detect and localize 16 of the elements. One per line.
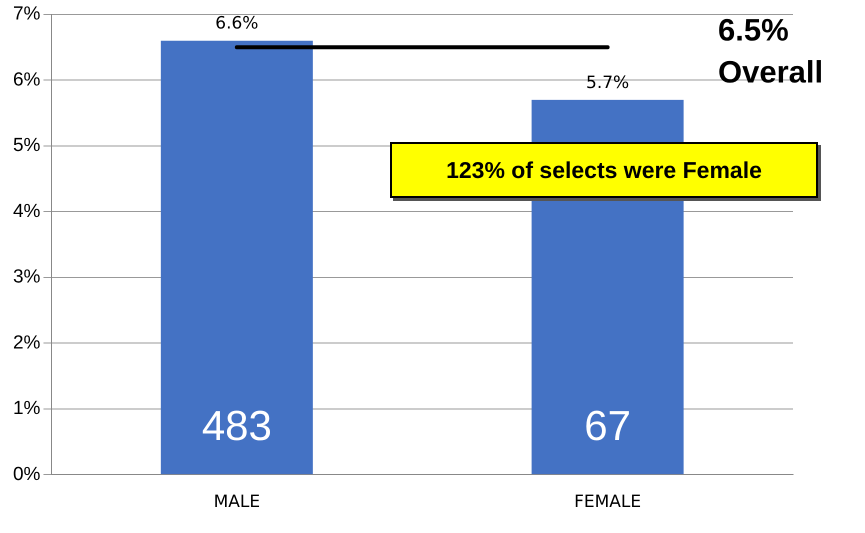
y-tick-label: 2% <box>12 332 41 354</box>
y-tick-label: 7% <box>12 4 41 25</box>
y-tick-label: 4% <box>12 200 41 222</box>
x-tick-label: MALE <box>214 492 260 512</box>
data-label: 5.7% <box>586 72 630 93</box>
callout-box: 123% of selects were Female <box>390 142 818 198</box>
y-tick-label: 6% <box>12 69 41 90</box>
y-tick-label: 3% <box>12 266 41 288</box>
x-tick-label: FEMALE <box>574 492 642 512</box>
annotation: 67 <box>584 402 631 450</box>
ref-line-label: 6.5% Overall <box>718 12 824 90</box>
data-label: 6.6% <box>215 14 258 34</box>
y-tick-label: 0% <box>12 464 41 485</box>
annotation: 483 <box>202 402 272 450</box>
y-tick-label: 1% <box>12 398 41 420</box>
y-tick-label: 5% <box>12 135 41 156</box>
